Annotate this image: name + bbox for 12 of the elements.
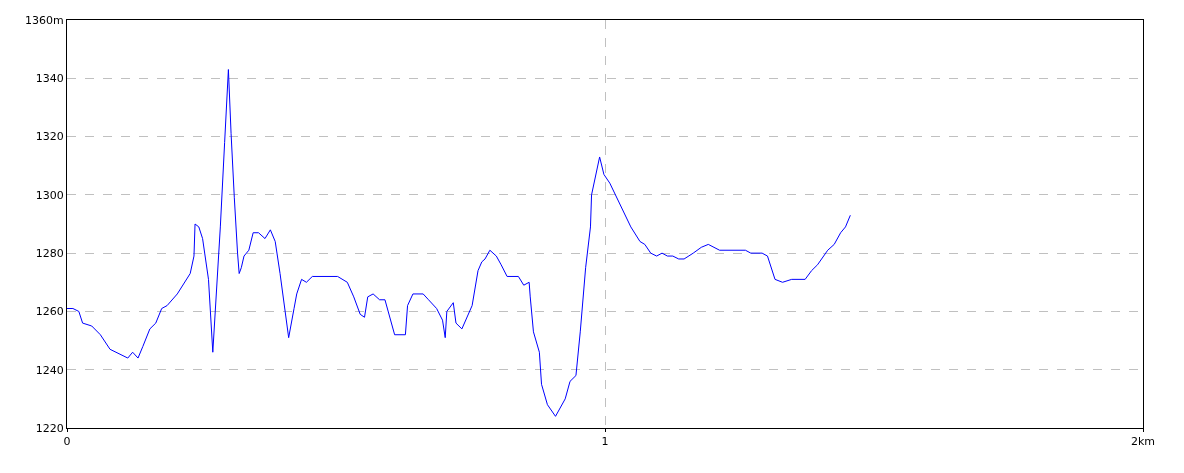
y-tick-label: 1260 — [35, 305, 64, 319]
x-tick-label: 0 — [63, 435, 71, 449]
y-tick-label: 1220 — [35, 421, 64, 435]
y-tick-label: 1320 — [35, 130, 64, 144]
y-tick-label: 1360m — [25, 13, 64, 27]
x-tick-label: 2km — [1130, 435, 1156, 449]
x-tick-label: 1 — [601, 435, 609, 449]
line-series — [67, 69, 851, 417]
y-tick-label: 1340 — [35, 72, 64, 86]
y-tick-label: 1300 — [35, 188, 64, 202]
y-tick-label: 1240 — [35, 363, 64, 377]
y-tick-label: 1280 — [35, 246, 64, 260]
